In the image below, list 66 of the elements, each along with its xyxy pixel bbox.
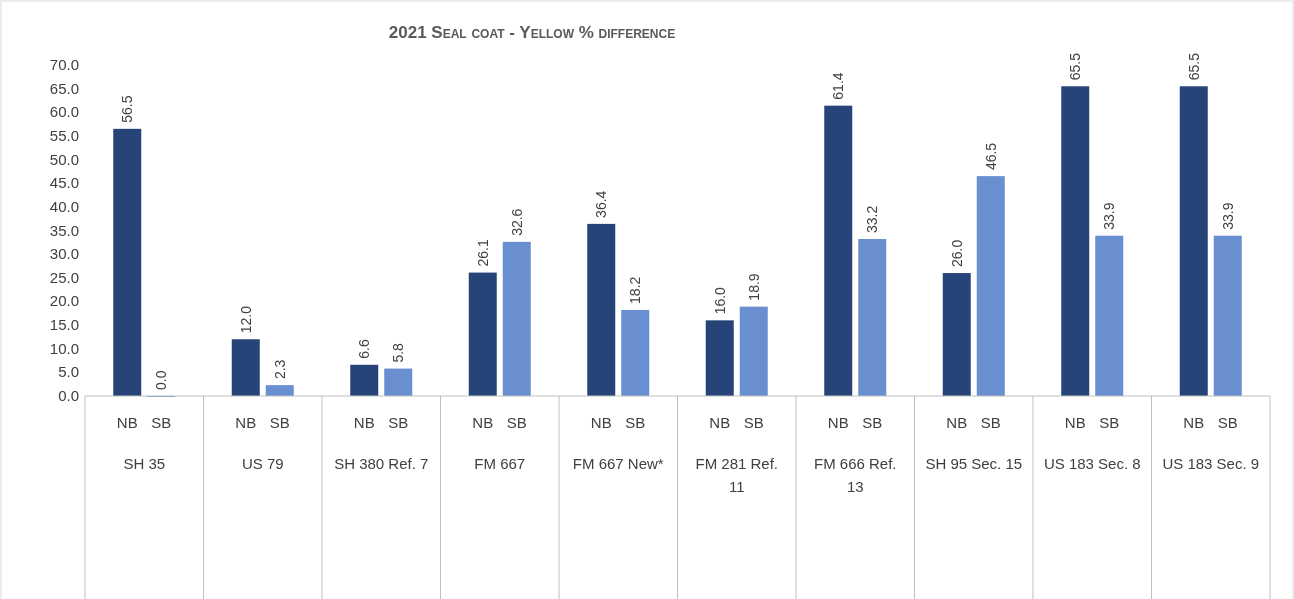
data-label: 65.5 <box>1185 52 1202 81</box>
x-tick-label: FM 666 Ref. 13 <box>813 455 897 495</box>
x-tick-label: US 183 Sec. 8 <box>1043 455 1141 472</box>
data-label: 65.5 <box>1067 52 1084 81</box>
data-label: 36.4 <box>593 190 610 218</box>
data-label: 32.6 <box>508 208 525 236</box>
series-label: SB <box>151 414 172 431</box>
y-tick-label: 15.0 <box>49 316 79 334</box>
text: NB <box>1064 414 1086 431</box>
text: SB <box>743 414 764 431</box>
text: NB <box>472 414 494 431</box>
data-label: 18.2 <box>627 276 644 304</box>
text: SB <box>1099 414 1120 431</box>
y-tick-label: 5.0 <box>58 363 79 381</box>
x-tick-label: FM 281 Ref. 11 <box>695 455 779 495</box>
text: SB <box>506 414 527 431</box>
data-label: 18.9 <box>745 273 762 301</box>
y-tick-label: 70.0 <box>49 56 79 73</box>
text: SB <box>980 414 1001 431</box>
y-tick-label: 65.0 <box>49 79 79 97</box>
data-label: 33.9 <box>1101 202 1118 230</box>
y-tick-label: 30.0 <box>49 245 79 263</box>
text: SB <box>388 414 409 431</box>
text: NB <box>709 414 731 431</box>
data-label: 5.8 <box>390 342 407 363</box>
y-tick-label: 35.0 <box>49 221 79 239</box>
text: NB <box>946 414 968 431</box>
data-label: 12.0 <box>237 305 254 334</box>
series-label: NB <box>116 414 138 431</box>
data-label: 16.0 <box>711 286 728 315</box>
y-tick-label: 20.0 <box>49 292 79 310</box>
text: SB <box>625 414 646 431</box>
y-tick-label: 10.0 <box>49 339 79 357</box>
data-label: 33.2 <box>864 205 881 234</box>
y-tick-label: 60.0 <box>49 103 79 121</box>
y-tick-label: 50.0 <box>49 150 79 168</box>
text: NB <box>235 414 257 431</box>
data-label: 26.0 <box>948 239 965 268</box>
x-tick-label: US 79 <box>241 455 284 472</box>
data-label: 2.3 <box>271 359 288 380</box>
text: NB <box>590 414 612 431</box>
data-label: 0.0 <box>153 370 170 390</box>
chart-title: 2021 Seal coat - Yellow % difference <box>388 23 676 42</box>
x-tick-label: SH 35 <box>123 455 166 472</box>
text: SB <box>269 414 290 431</box>
y-tick-label: 0.0 <box>58 387 79 404</box>
y-tick-label: 25.0 <box>49 268 79 286</box>
text: SB <box>862 414 883 431</box>
data-label: 61.4 <box>830 72 847 100</box>
x-tick-label: SH 95 Sec. 15 <box>925 455 1023 472</box>
data-label: 6.6 <box>356 339 373 359</box>
y-tick-label: 55.0 <box>49 126 79 144</box>
text: NB <box>827 414 849 431</box>
x-tick-label: FM 667 New* <box>572 455 664 472</box>
y-tick-label: 45.0 <box>49 174 79 192</box>
x-tick-label: FM 667 <box>474 455 526 472</box>
x-tick-label: SH 380 Ref. 7 <box>334 455 429 472</box>
text: NB <box>353 414 375 431</box>
data-label: 46.5 <box>982 142 999 171</box>
x-tick-label: US 183 Sec. 9 <box>1162 455 1260 472</box>
text: NB <box>1183 414 1205 431</box>
data-label: 33.9 <box>1219 202 1236 230</box>
data-label: 56.5 <box>119 95 136 123</box>
text: SB <box>1217 414 1238 431</box>
y-tick-label: 40.0 <box>49 197 79 215</box>
data-label: 26.1 <box>474 239 491 267</box>
